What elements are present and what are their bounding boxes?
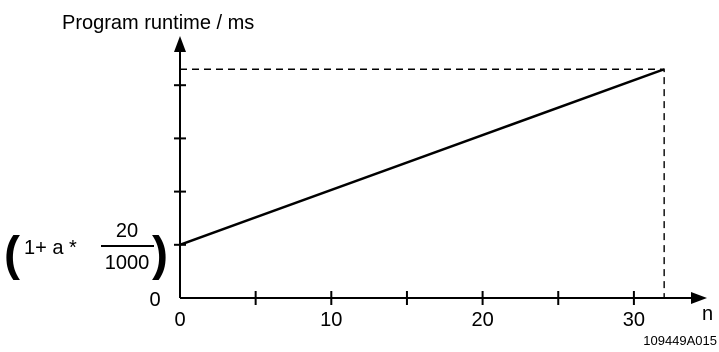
x-tick-label-30: 30	[623, 309, 645, 331]
formula-open-paren: (	[4, 228, 20, 281]
chart-marks: 0 10 20 30	[174, 68, 665, 331]
y-axis-arrowhead	[174, 36, 186, 52]
x-tick-label-0: 0	[174, 309, 185, 331]
reference-dashed-lines	[180, 68, 665, 298]
figure-code: 109449A015	[643, 333, 717, 348]
y-zero-label: 0	[149, 289, 160, 311]
y-axis-title: Program runtime / ms	[62, 12, 254, 34]
x-axis-title: n	[702, 303, 713, 325]
runtime-series-line	[179, 68, 665, 246]
formula-denominator: 1000	[105, 252, 150, 274]
y-intercept-formula: ( 1+ a * 20 1000 )	[4, 220, 168, 281]
x-tick-label-20: 20	[471, 309, 493, 331]
formula-numerator: 20	[116, 220, 138, 242]
x-axis-arrowhead	[691, 292, 707, 304]
x-tick-label-10: 10	[320, 309, 342, 331]
formula-prefix: 1+ a *	[24, 237, 77, 259]
formula-close-paren: )	[152, 228, 168, 281]
